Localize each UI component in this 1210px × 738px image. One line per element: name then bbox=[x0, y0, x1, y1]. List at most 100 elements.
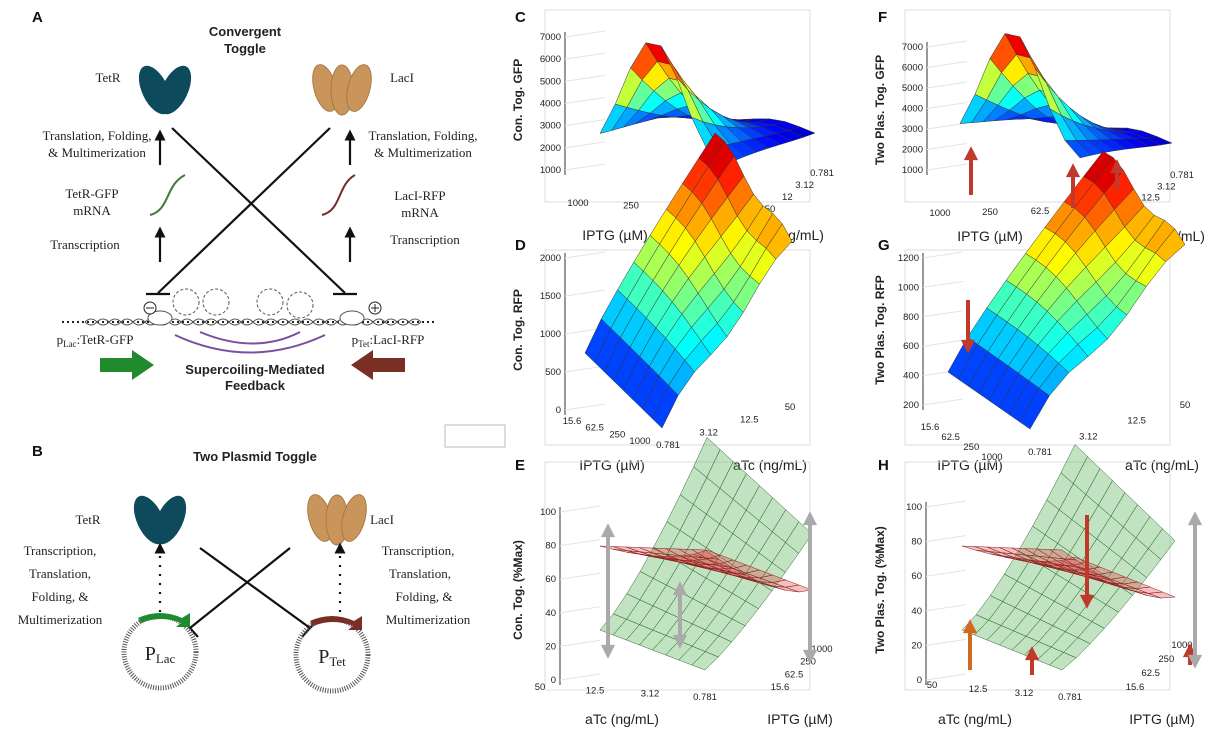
blank-box bbox=[444, 424, 506, 448]
plot-frame bbox=[904, 9, 1171, 203]
z-grid-line bbox=[922, 310, 964, 318]
promoter-text: :LacI-RFP bbox=[369, 332, 424, 347]
axis-label: aTc (ng/mL) bbox=[733, 457, 807, 473]
z-tick-label: 3000 bbox=[902, 124, 923, 135]
floor-tick-label: 0.781 bbox=[693, 692, 717, 703]
z-tick-label: 80 bbox=[545, 541, 556, 552]
panel-letter: D bbox=[515, 237, 526, 254]
floor-tick-label: 250 bbox=[800, 657, 816, 668]
z-tick-label: 60 bbox=[545, 574, 556, 585]
z-tick-label: 200 bbox=[903, 400, 919, 411]
plasmid-label: PTet bbox=[318, 646, 346, 669]
floor-tick-label: 15.6 bbox=[921, 422, 940, 433]
z-tick-label: 5000 bbox=[902, 83, 923, 94]
floor-tick-label: 1000 bbox=[811, 644, 832, 655]
process-label: Transcription, bbox=[382, 543, 455, 558]
panel-letter: E bbox=[515, 457, 525, 474]
floor-tick-label: 12.5 bbox=[740, 415, 759, 426]
panel-letter: B bbox=[32, 443, 43, 460]
z-grid-line bbox=[926, 40, 968, 48]
z-grid-line bbox=[559, 606, 601, 614]
mrna-label: mRNA bbox=[401, 205, 439, 220]
process-label: Multimerization bbox=[18, 612, 103, 627]
promoter-subscript: Tet bbox=[358, 339, 370, 349]
process-label: & Multimerization bbox=[374, 145, 472, 160]
z-tick-label: 60 bbox=[911, 571, 922, 582]
z-grid-line bbox=[564, 97, 606, 104]
z-tick-label: 0 bbox=[917, 675, 922, 686]
floor-tick-label: 62.5 bbox=[1031, 206, 1050, 217]
protein-label: TetR bbox=[95, 70, 120, 85]
axis-label: IPTG (µM) bbox=[579, 457, 645, 473]
panel-title: Convergent bbox=[209, 24, 282, 39]
floor-tick-label: 12.5 bbox=[1127, 416, 1146, 427]
floor-tick-label: 12.5 bbox=[969, 684, 988, 695]
floor-tick-label: 3.12 bbox=[795, 180, 814, 191]
repression-line bbox=[171, 127, 346, 294]
plasmid-text: P bbox=[145, 643, 156, 665]
z-grid-line bbox=[925, 569, 967, 577]
z-tick-label: 7000 bbox=[902, 42, 923, 53]
axis-label: aTc (ng/mL) bbox=[938, 711, 1012, 727]
floor-tick-label: 250 bbox=[963, 442, 979, 453]
surface-facet bbox=[1048, 549, 1078, 561]
z-grid-line bbox=[926, 81, 968, 89]
gene-arrow bbox=[310, 616, 362, 630]
z-grid-line bbox=[926, 122, 968, 130]
floor-tick-label: 1000 bbox=[981, 452, 1002, 463]
floor-tick-label: 1000 bbox=[929, 208, 950, 219]
repression-line bbox=[189, 547, 291, 629]
floor-tick-label: 0.781 bbox=[656, 440, 680, 451]
plasmid-text: P bbox=[318, 646, 329, 668]
z-axis-label: Two Plas. Tog. RFP bbox=[873, 275, 887, 385]
z-grid-line bbox=[559, 539, 601, 547]
z-axis-label: Two Plas. Tog. GFP bbox=[873, 55, 887, 165]
floor-tick-label: 3.12 bbox=[1079, 431, 1098, 442]
process-label: Translation, bbox=[29, 566, 91, 581]
floor-tick-label: 15.6 bbox=[1126, 682, 1145, 693]
floor-tick-label: 12.5 bbox=[1141, 193, 1160, 204]
floor-tick-label: 0.781 bbox=[1170, 170, 1194, 181]
floor-tick-label: 62.5 bbox=[1141, 668, 1160, 679]
transcription-label: Transcription bbox=[50, 237, 120, 252]
repression-line bbox=[157, 127, 331, 294]
plot-frame bbox=[904, 461, 1171, 691]
floor-tick-label: 62.5 bbox=[785, 669, 804, 680]
floor-tick-label: 3.12 bbox=[699, 427, 718, 438]
z-axis-label: Con. Tog. RFP bbox=[511, 289, 525, 371]
z-tick-label: 4000 bbox=[540, 99, 561, 110]
z-tick-label: 400 bbox=[903, 371, 919, 382]
z-tick-label: 7000 bbox=[540, 32, 561, 43]
promoter-text: p bbox=[352, 332, 359, 347]
floor-tick-label: 50 bbox=[535, 682, 546, 693]
z-tick-label: 1500 bbox=[540, 291, 561, 302]
process-label: Multimerization bbox=[386, 612, 471, 627]
floor-tick-label: 250 bbox=[1158, 654, 1174, 665]
tetr-protein bbox=[138, 65, 192, 115]
highlight-arrow-head bbox=[802, 649, 818, 664]
floor-tick-label: 3.12 bbox=[1015, 688, 1034, 699]
floor-tick-label: 12.5 bbox=[586, 685, 605, 696]
promoter-label: pTet:LacI-RFP bbox=[352, 332, 425, 349]
z-tick-label: 1000 bbox=[902, 165, 923, 176]
z-grid-line bbox=[926, 143, 968, 150]
process-label: Translation, Folding, bbox=[43, 128, 152, 143]
transcription-label: Transcription bbox=[390, 232, 460, 247]
z-tick-label: 6000 bbox=[902, 63, 923, 74]
z-grid-line bbox=[925, 500, 967, 508]
axis-label: IPTG (µM) bbox=[767, 711, 833, 727]
panel-title: Toggle bbox=[224, 41, 266, 56]
floor-tick-label: 3.12 bbox=[1157, 181, 1176, 192]
axis-label: IPTG (µM) bbox=[582, 227, 648, 243]
promoter-text: :TetR-GFP bbox=[77, 332, 134, 347]
z-grid-line bbox=[926, 102, 968, 109]
floor-tick-label: 62.5 bbox=[941, 432, 960, 443]
highlight-arrow-head bbox=[802, 511, 818, 526]
highlight-arrow-head bbox=[960, 339, 976, 354]
floor-tick-label: 0.781 bbox=[1058, 692, 1082, 703]
highlight-arrow-head bbox=[963, 146, 979, 161]
axis-label: aTc (ng/mL) bbox=[1125, 457, 1199, 473]
floor-tick-label: 0.781 bbox=[1028, 447, 1052, 458]
dna bbox=[62, 288, 435, 354]
floor-tick-label: 250 bbox=[623, 201, 639, 212]
